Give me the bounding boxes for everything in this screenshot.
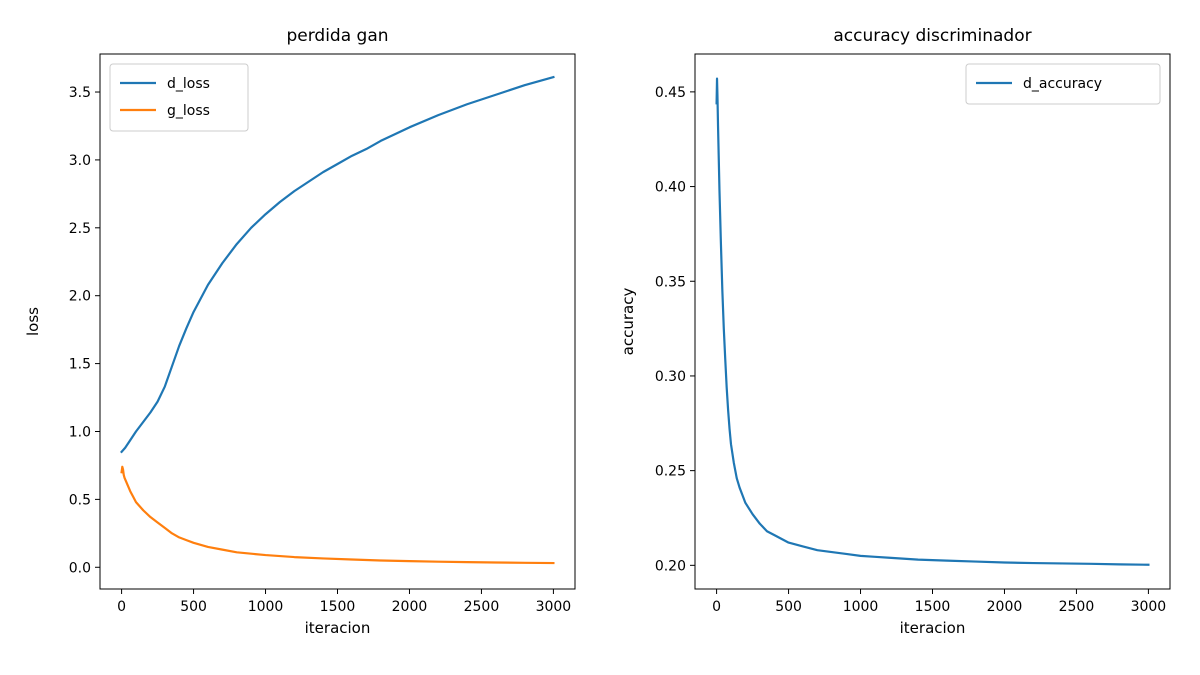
x-tick-label: 2000 bbox=[987, 599, 1023, 615]
x-tick-label: 500 bbox=[775, 599, 802, 615]
y-axis-label: accuracy bbox=[619, 288, 637, 356]
x-tick-label: 1000 bbox=[843, 599, 879, 615]
axes-frame bbox=[99, 53, 576, 590]
y-tick-label: 0.0 bbox=[69, 560, 91, 576]
y-tick-label: 0.45 bbox=[655, 85, 686, 101]
legend-label-g_loss: g_loss bbox=[167, 103, 210, 119]
y-tick-label: 0.25 bbox=[655, 464, 686, 480]
y-tick-label: 1.0 bbox=[69, 424, 91, 440]
y-tick-label: 0.30 bbox=[655, 369, 686, 385]
y-tick-label: 3.0 bbox=[69, 153, 91, 169]
x-tick-label: 500 bbox=[180, 599, 207, 615]
x-tick-label: 0 bbox=[117, 599, 126, 615]
axes-frame bbox=[694, 53, 1171, 590]
y-tick-label: 0.20 bbox=[655, 558, 686, 574]
chart-panel-1: 0 500 1000 1500 2000 2500 3000 0.0 0.5 1.0 1.5 2.0 2… bbox=[24, 26, 576, 637]
y-tick-label: 1.5 bbox=[69, 357, 91, 373]
legend-label-d_accuracy: d_accuracy bbox=[1023, 76, 1102, 92]
x-tick-label: 3000 bbox=[1131, 599, 1167, 615]
series-line-g_loss bbox=[120, 465, 555, 565]
chart-panel-2: 0 500 1000 1500 2000 2500 3000 0.20 0.25 0.30 0.35… bbox=[619, 26, 1171, 637]
x-tick-label: 1000 bbox=[248, 599, 284, 615]
legend: d_accuracy bbox=[965, 63, 1161, 105]
y-axis-label: loss bbox=[24, 307, 42, 336]
x-axis-label: iteracion bbox=[305, 619, 371, 637]
series-line-d_loss bbox=[120, 75, 555, 454]
x-tick-label: 3000 bbox=[536, 599, 572, 615]
y-tick-label: 0.5 bbox=[69, 492, 91, 508]
y-tick-label: 0.40 bbox=[655, 180, 686, 196]
y-tick-label: 2.0 bbox=[69, 289, 91, 305]
legend-label-d_loss: d_loss bbox=[167, 76, 210, 92]
y-tick-label: 3.5 bbox=[69, 85, 91, 101]
y-tick-label: 2.5 bbox=[69, 221, 91, 237]
x-tick-label: 0 bbox=[712, 599, 721, 615]
x-tick-label: 1500 bbox=[915, 599, 951, 615]
x-tick-label: 1500 bbox=[320, 599, 356, 615]
x-axis-label: iteracion bbox=[900, 619, 966, 637]
legend-box bbox=[965, 63, 1161, 105]
series-line-d_accuracy bbox=[715, 77, 1150, 566]
x-tick-label: 2000 bbox=[392, 599, 428, 615]
chart-title: accuracy discriminador bbox=[833, 26, 1031, 46]
x-tick-label: 2500 bbox=[464, 599, 500, 615]
series-group bbox=[120, 75, 555, 565]
legend-box bbox=[109, 63, 249, 132]
chart-title: perdida gan bbox=[286, 26, 388, 46]
x-tick-label: 2500 bbox=[1059, 599, 1095, 615]
series-group bbox=[715, 77, 1150, 566]
legend: d_loss g_loss bbox=[109, 63, 249, 132]
y-tick-label: 0.35 bbox=[655, 274, 686, 290]
